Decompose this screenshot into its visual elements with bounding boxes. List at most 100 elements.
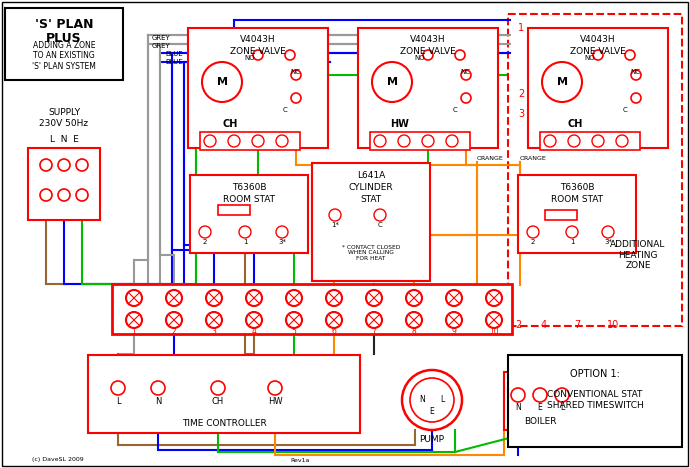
Circle shape (446, 135, 458, 147)
Text: NO: NO (415, 55, 425, 61)
Circle shape (461, 70, 471, 80)
Circle shape (276, 135, 288, 147)
Text: SUPPLY
230V 50Hz: SUPPLY 230V 50Hz (39, 108, 88, 128)
Text: BLUE: BLUE (165, 59, 183, 65)
Circle shape (276, 226, 288, 238)
Text: ORANGE: ORANGE (520, 155, 546, 161)
Text: GREY: GREY (152, 35, 170, 41)
Text: N: N (515, 403, 521, 412)
Circle shape (246, 290, 262, 306)
Circle shape (228, 135, 240, 147)
Bar (540, 132, 640, 150)
Circle shape (326, 312, 342, 328)
Circle shape (544, 135, 556, 147)
Circle shape (58, 189, 70, 201)
Text: E: E (430, 408, 435, 417)
Text: E: E (538, 403, 542, 412)
Text: HW: HW (391, 119, 409, 129)
Text: 2: 2 (172, 328, 177, 336)
Circle shape (406, 312, 422, 328)
Text: CH: CH (212, 397, 224, 407)
Circle shape (329, 209, 341, 221)
Circle shape (533, 388, 547, 402)
Circle shape (40, 159, 52, 171)
Circle shape (268, 381, 282, 395)
Text: TIME CONTROLLER: TIME CONTROLLER (181, 418, 266, 427)
Text: 1*: 1* (331, 222, 339, 228)
Text: * CONTACT CLOSED
WHEN CALLING
FOR HEAT: * CONTACT CLOSED WHEN CALLING FOR HEAT (342, 245, 400, 261)
Circle shape (246, 312, 262, 328)
Circle shape (374, 209, 386, 221)
Text: ROOM STAT: ROOM STAT (223, 195, 275, 204)
Circle shape (285, 50, 295, 60)
Text: V4043H: V4043H (410, 36, 446, 44)
Circle shape (326, 290, 342, 306)
Text: L: L (116, 397, 120, 407)
Circle shape (568, 135, 580, 147)
Text: C: C (622, 107, 627, 113)
Circle shape (76, 159, 88, 171)
Text: V4043H: V4043H (240, 36, 276, 44)
Circle shape (372, 62, 412, 102)
Text: (c) DaveSL 2009: (c) DaveSL 2009 (32, 458, 83, 462)
Text: 4: 4 (252, 328, 257, 336)
Bar (200, 132, 300, 150)
Text: 7: 7 (574, 320, 580, 330)
Bar (545, 210, 577, 220)
Text: T6360B: T6360B (232, 183, 266, 191)
Text: GREY: GREY (152, 43, 170, 49)
Circle shape (199, 226, 211, 238)
Circle shape (486, 312, 502, 328)
Circle shape (555, 388, 569, 402)
Circle shape (631, 70, 641, 80)
Text: 2: 2 (515, 320, 521, 330)
Text: ADDITIONAL
HEATING
ZONE: ADDITIONAL HEATING ZONE (611, 240, 666, 270)
Circle shape (631, 93, 641, 103)
Circle shape (402, 370, 462, 430)
Text: 4: 4 (541, 320, 547, 330)
Bar (518, 175, 636, 253)
Text: BLUE: BLUE (165, 51, 183, 57)
Text: 3*: 3* (278, 239, 286, 245)
Text: C: C (453, 107, 457, 113)
Text: L  N  E: L N E (50, 136, 79, 145)
Circle shape (616, 135, 628, 147)
Circle shape (593, 50, 603, 60)
Text: 1: 1 (518, 23, 524, 33)
Text: 8: 8 (412, 328, 416, 336)
Bar (5, 8, 123, 80)
Text: M: M (386, 77, 397, 87)
Circle shape (366, 290, 382, 306)
Text: 1: 1 (132, 328, 137, 336)
Circle shape (126, 290, 142, 306)
Circle shape (374, 135, 386, 147)
Text: CH: CH (567, 119, 582, 129)
Bar (218, 205, 250, 215)
Circle shape (446, 290, 462, 306)
Text: 2: 2 (531, 239, 535, 245)
Text: 10: 10 (489, 328, 499, 336)
Text: NC: NC (290, 69, 300, 75)
Bar (504, 372, 576, 430)
Text: 2: 2 (518, 89, 524, 99)
Text: CH: CH (222, 119, 237, 129)
Circle shape (461, 93, 471, 103)
Text: 5: 5 (292, 328, 297, 336)
Text: ZONE VALVE: ZONE VALVE (230, 47, 286, 57)
Text: T6360B: T6360B (560, 183, 594, 191)
Text: PLUS: PLUS (46, 31, 82, 44)
Circle shape (286, 312, 302, 328)
Bar (188, 28, 328, 148)
Text: CYLINDER: CYLINDER (348, 183, 393, 191)
Bar (112, 284, 512, 334)
Circle shape (151, 381, 165, 395)
Circle shape (602, 226, 614, 238)
Text: C: C (377, 222, 382, 228)
Circle shape (527, 226, 539, 238)
Text: N: N (155, 397, 161, 407)
Circle shape (542, 62, 582, 102)
Circle shape (455, 50, 465, 60)
Text: N: N (419, 395, 425, 404)
Text: CONVENTIONAL STAT
SHARED TIMESWITCH: CONVENTIONAL STAT SHARED TIMESWITCH (546, 390, 643, 410)
Circle shape (126, 312, 142, 328)
